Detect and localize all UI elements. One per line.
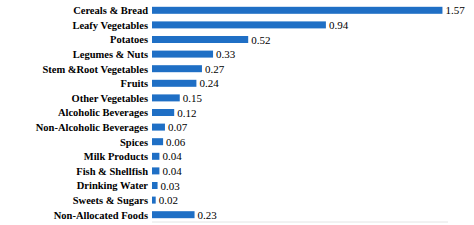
chart-svg: Cereals & Bread 1.57 Leafy Vegetables 0.94 P… xyxy=(0,0,474,225)
bar xyxy=(152,51,213,58)
data-label: 0.02 xyxy=(159,194,178,206)
labels: Cereals & Bread 1.57 Leafy Vegetables 0.94 P… xyxy=(36,4,465,220)
category-label: Fish & Shellfish xyxy=(76,166,148,177)
bar xyxy=(152,94,180,101)
data-label: 0.24 xyxy=(199,77,219,89)
data-label: 0.06 xyxy=(166,136,186,148)
category-label: Drinking Water xyxy=(77,180,149,191)
category-label: Fruits xyxy=(121,78,148,89)
category-label: Other Vegetables xyxy=(71,93,148,104)
data-label: 0.07 xyxy=(168,121,188,133)
bar xyxy=(152,124,165,131)
bar xyxy=(152,21,326,28)
data-label: 0.04 xyxy=(162,165,182,177)
bar xyxy=(152,109,174,116)
bar xyxy=(152,80,196,87)
data-label: 0.03 xyxy=(161,180,181,192)
data-label: 0.12 xyxy=(177,107,196,119)
category-label: Stem &Root Vegetables xyxy=(42,64,148,75)
data-label: 0.52 xyxy=(251,34,270,46)
chart-container: Cereals & Bread 1.57 Leafy Vegetables 0.94 P… xyxy=(0,0,474,225)
category-label: Alcoholic Beverages xyxy=(58,107,148,118)
bar xyxy=(152,7,442,14)
bar xyxy=(152,138,163,145)
bar xyxy=(152,167,159,174)
category-label: Potatoes xyxy=(110,34,148,45)
category-label: Leafy Vegetables xyxy=(72,20,148,31)
bar xyxy=(152,197,156,204)
data-label: 0.33 xyxy=(216,48,236,60)
bar xyxy=(152,153,159,160)
bar xyxy=(152,36,248,43)
bar xyxy=(152,182,158,189)
bar xyxy=(152,65,202,72)
data-label: 0.94 xyxy=(329,19,349,31)
category-label: Milk Products xyxy=(84,151,148,162)
x-axis-line xyxy=(152,222,448,223)
data-label: 0.23 xyxy=(198,209,218,221)
data-label: 1.57 xyxy=(445,4,465,16)
category-label: Non-Alcoholic Beverages xyxy=(36,122,148,133)
category-label: Sweets & Sugars xyxy=(73,195,148,206)
category-label: Spices xyxy=(120,137,148,148)
category-label: Legumes & Nuts xyxy=(73,49,148,60)
data-label: 0.04 xyxy=(162,150,182,162)
bar xyxy=(152,211,195,218)
data-label: 0.15 xyxy=(183,92,203,104)
category-label: Non-Allocated Foods xyxy=(54,210,148,221)
category-label: Cereals & Bread xyxy=(73,5,148,16)
data-label: 0.27 xyxy=(205,63,225,75)
bars xyxy=(152,7,442,218)
